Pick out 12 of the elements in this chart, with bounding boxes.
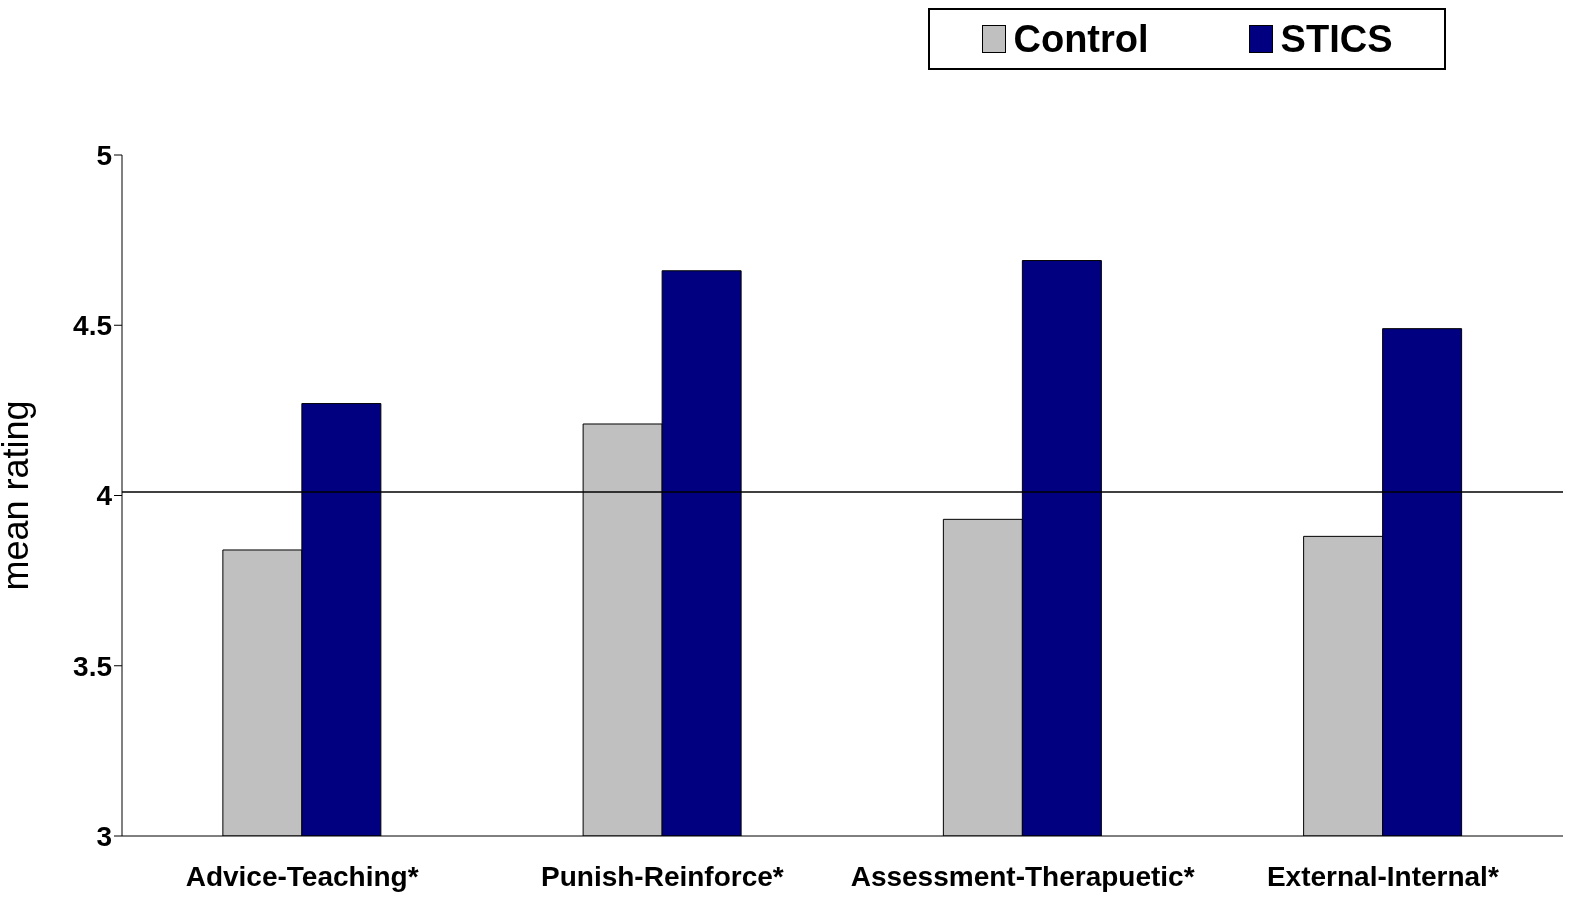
y-tick-label: 4.5 (73, 310, 112, 342)
legend-label: Control (1013, 17, 1149, 61)
y-tick-label: 3 (96, 820, 112, 852)
y-tick-label: 3.5 (73, 650, 112, 682)
x-tick-label: Advice-Teaching* (185, 860, 419, 892)
y-tick-label: 4 (96, 480, 113, 512)
x-tick-label: Assessment-Therapuetic* (850, 860, 1195, 892)
y-tick-label: 5 (96, 139, 112, 171)
x-tick-label: Punish-Reinforce* (541, 860, 784, 892)
y-axis-title: mean rating (0, 400, 36, 591)
x-tick-label: External-Internal* (1266, 860, 1499, 892)
legend-label: STICS (1280, 17, 1393, 61)
